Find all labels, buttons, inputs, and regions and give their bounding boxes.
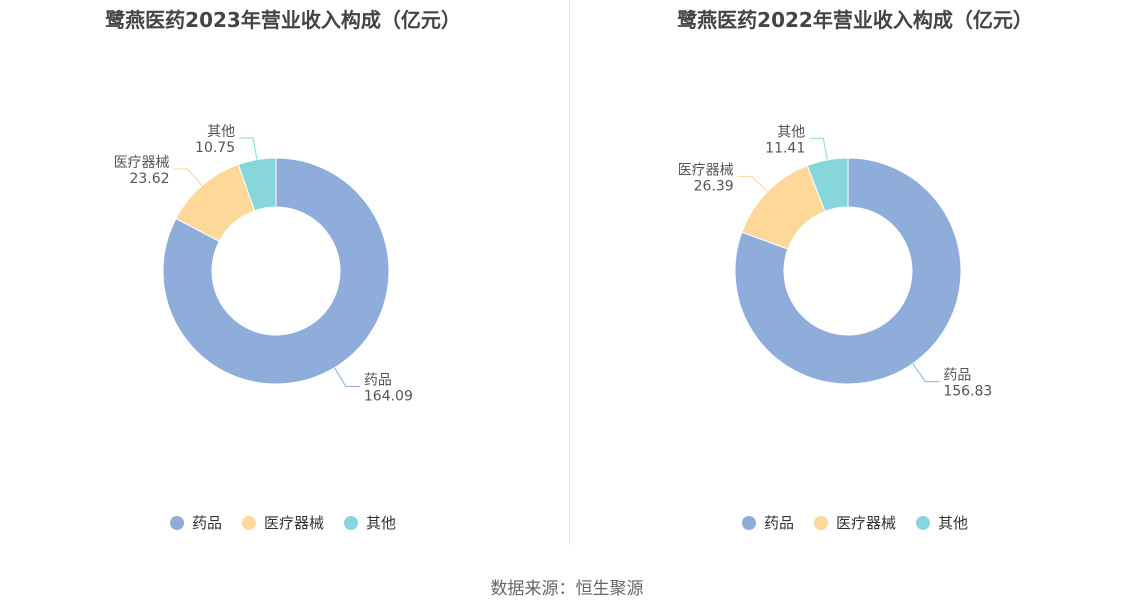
legend-marker	[344, 515, 358, 530]
legend-label: 医疗器械	[835, 514, 896, 532]
leader-line	[239, 137, 258, 160]
slice-category-label: 其他	[207, 124, 235, 140]
donut-slice[interactable]	[237, 157, 277, 212]
legend-item-other[interactable]: 其他	[344, 512, 396, 533]
legend-marker	[741, 515, 756, 530]
leader-line	[912, 363, 940, 383]
donut-slice[interactable]	[806, 157, 849, 212]
legend-marker	[916, 515, 930, 530]
legend-item-devices[interactable]: 医疗器械	[241, 512, 324, 533]
slice-value-label: 11.41	[765, 140, 805, 156]
slice-category-label: 药品	[943, 368, 971, 384]
legend-label: 医疗器械	[263, 514, 324, 532]
legend: 药品 医疗器械 其他	[0, 512, 566, 533]
panel-divider	[569, 0, 570, 545]
donut-slice[interactable]	[734, 157, 962, 385]
slice-value-label: 164.09	[364, 389, 413, 405]
legend-label: 其他	[366, 514, 397, 532]
legend-marker	[813, 515, 828, 530]
donut-slice[interactable]	[162, 157, 390, 385]
slice-category-label: 医疗器械	[678, 162, 734, 178]
legend-marker	[241, 515, 256, 530]
slice-category-label: 医疗器械	[114, 155, 170, 171]
leader-line	[737, 175, 768, 193]
leader-line	[334, 367, 360, 388]
chart-panel-2023: 鹭燕医药2023年营业收入构成（亿元） 药品 164.09 医疗器械 23.62 其他 1…	[0, 0, 566, 545]
legend-label: 药品	[191, 514, 222, 532]
legend-item-other[interactable]: 其他	[916, 512, 968, 533]
leader-line	[809, 137, 828, 161]
slice-value-label: 26.39	[694, 178, 734, 194]
slice-category-label: 其他	[777, 124, 805, 140]
leader-line	[173, 168, 203, 186]
slice-value-label: 10.75	[195, 140, 235, 156]
slice-category-label: 药品	[364, 373, 392, 389]
legend-label: 药品	[763, 514, 794, 532]
chart-title: 鹭燕医药2022年营业收入构成（亿元）	[677, 8, 1033, 32]
chart-title: 鹭燕医药2023年营业收入构成（亿元）	[105, 8, 461, 32]
data-source-note: 数据来源：恒生聚源	[490, 579, 644, 599]
chart-panel-2022: 鹭燕医药2022年营业收入构成（亿元） 药品 156.83 医疗器械 26.39 其他 1…	[572, 0, 1134, 545]
legend-item-drugs[interactable]: 药品	[741, 512, 794, 533]
legend-label: 其他	[938, 514, 969, 532]
legend-item-drugs[interactable]: 药品	[169, 512, 222, 533]
legend-marker	[169, 515, 184, 530]
slice-value-label: 23.62	[129, 171, 169, 187]
legend-item-devices[interactable]: 医疗器械	[813, 512, 896, 533]
legend: 药品 医疗器械 其他	[572, 512, 1134, 533]
slice-value-label: 156.83	[943, 384, 992, 400]
